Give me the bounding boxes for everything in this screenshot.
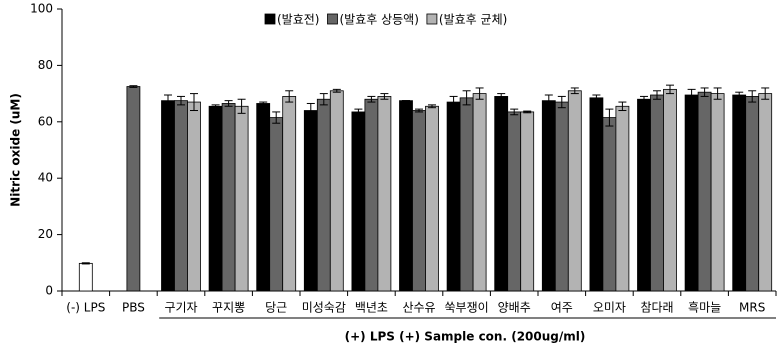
- x-tick-label: 구기자: [164, 301, 197, 315]
- y-tick-label: 100: [30, 2, 53, 16]
- bar: [684, 94, 699, 292]
- x-tick-label: 여주: [551, 301, 573, 315]
- bar: [494, 96, 509, 292]
- bar: [663, 88, 677, 292]
- y-tick-label: 0: [45, 284, 53, 298]
- x-tick-label: 흑마늘: [688, 301, 721, 315]
- bar: [208, 105, 223, 292]
- x-tick-label: 꾸지뽕: [212, 301, 245, 315]
- bar: [567, 90, 582, 292]
- bar: [329, 90, 344, 292]
- x-tick-label: 백년초: [355, 301, 388, 315]
- legend-swatch: [264, 13, 276, 25]
- legend-swatch: [327, 13, 338, 25]
- bar: [758, 93, 773, 292]
- x-tick-label: PBS: [122, 301, 145, 315]
- bar: [269, 117, 284, 292]
- bar: [351, 111, 366, 292]
- bar: [745, 96, 760, 292]
- legend-label: (발효후 균체): [439, 13, 507, 27]
- bar: [507, 111, 522, 292]
- y-axis-label: Nitric oxide (uM): [9, 93, 23, 207]
- x-tick-label: MRS: [739, 301, 765, 315]
- bar: [554, 101, 569, 292]
- bar: [126, 86, 141, 292]
- bar: [615, 105, 630, 292]
- bar: [602, 117, 617, 292]
- bar: [732, 94, 747, 292]
- bar: [377, 96, 392, 292]
- x-tick-label: 양배추: [498, 301, 531, 315]
- bar: [187, 101, 201, 292]
- bar: [425, 105, 439, 292]
- bar: [303, 110, 318, 292]
- bar: [697, 91, 712, 292]
- y-tick-label: 80: [38, 58, 53, 72]
- bar: [221, 103, 236, 292]
- bar: [364, 98, 379, 292]
- bar: [234, 105, 249, 292]
- bar: [316, 98, 331, 292]
- x-tick-label: 당근: [265, 301, 287, 315]
- x-tick-label: 미성숙감: [302, 301, 346, 315]
- bar: [650, 94, 664, 292]
- bar: [589, 97, 604, 292]
- bar: [541, 100, 556, 292]
- x-tick-label: 쑥부쟁이: [445, 301, 489, 315]
- bar: [399, 100, 413, 292]
- bar: [256, 103, 271, 292]
- y-tick-label: 20: [38, 227, 53, 241]
- bar: [161, 100, 175, 292]
- y-tick-label: 60: [38, 114, 53, 128]
- bar: [637, 98, 651, 292]
- legend-label: (발효후 상등액): [339, 13, 418, 27]
- bar: [472, 93, 487, 292]
- x-tick-label: 산수유: [402, 301, 435, 315]
- bar: [282, 96, 297, 292]
- x-tick-label: (-) LPS: [66, 301, 105, 315]
- bar: [520, 111, 535, 292]
- x-tick-label: 참다래: [640, 301, 673, 315]
- x-tick-label: 오미자: [593, 301, 626, 315]
- bar: [710, 93, 725, 292]
- bar: [412, 110, 426, 292]
- bar: [78, 262, 93, 292]
- bar: [459, 97, 474, 292]
- y-tick-label: 40: [38, 171, 53, 185]
- annotation: (+) LPS (+) Sample con. (200ug/ml): [345, 330, 586, 344]
- bar: [446, 101, 461, 292]
- legend-label: (발효전): [277, 13, 319, 27]
- legend-swatch: [426, 13, 438, 25]
- bar: [174, 100, 188, 292]
